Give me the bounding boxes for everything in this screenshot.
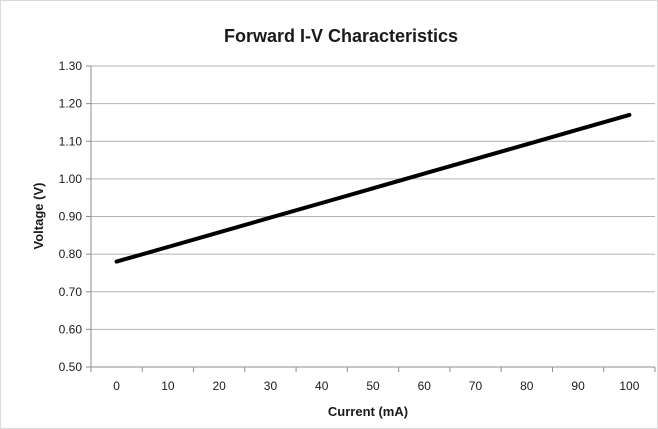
series-line xyxy=(114,112,632,264)
x-tick-label: 50 xyxy=(366,379,380,393)
y-tick-label: 1.30 xyxy=(59,59,83,73)
x-tick-label: 20 xyxy=(213,379,227,393)
x-tick-labels: 0 10 20 30 40 50 60 70 80 90 100 xyxy=(113,379,639,393)
x-tick-label: 10 xyxy=(161,379,175,393)
x-tick-label: 60 xyxy=(418,379,432,393)
y-tick-label: 0.50 xyxy=(59,360,83,374)
x-tick-label: 100 xyxy=(619,379,639,393)
y-tick-label: 0.60 xyxy=(59,322,83,336)
x-tick-label: 90 xyxy=(571,379,585,393)
y-tick-label: 0.70 xyxy=(59,285,83,299)
y-tick-label: 1.20 xyxy=(59,97,83,111)
axes xyxy=(86,65,656,372)
y-axis-title: Voltage (V) xyxy=(31,183,46,250)
x-axis-title: Current (mA) xyxy=(328,404,408,419)
gridlines xyxy=(91,65,655,330)
x-tick-label: 80 xyxy=(520,379,534,393)
x-tick-label: 40 xyxy=(315,379,329,393)
y-tick-label: 1.00 xyxy=(59,172,83,186)
x-tick-label: 30 xyxy=(264,379,278,393)
y-tick-label: 1.10 xyxy=(59,134,83,148)
x-tick-label: 0 xyxy=(113,379,120,393)
x-tick-label: 70 xyxy=(469,379,483,393)
series-layer xyxy=(114,112,632,264)
chart-title: Forward I-V Characteristics xyxy=(224,26,458,46)
y-tick-label: 0.80 xyxy=(59,247,83,261)
y-tick-label: 0.90 xyxy=(59,210,83,224)
y-tick-labels: 0.50 0.60 0.70 0.80 0.90 1.00 1.10 1.20 1.30 xyxy=(59,59,83,374)
